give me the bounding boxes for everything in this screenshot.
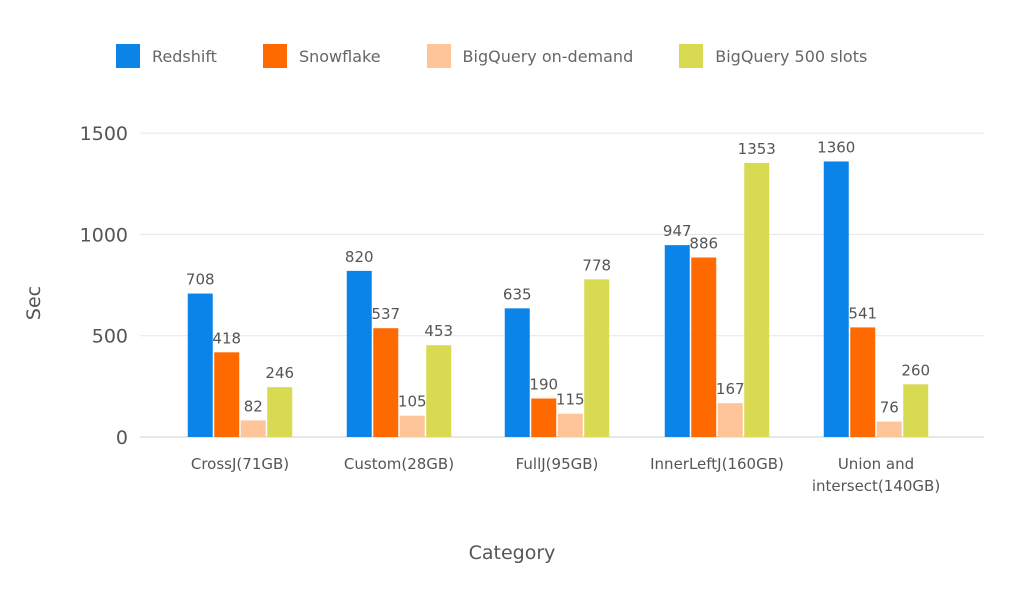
bar-bigquery-on-demand-innerleftj-160gb[interactable] — [717, 403, 743, 437]
y-axis-ticks: 0 500 1000 1500 — [80, 123, 128, 449]
data-label-bigquery-on-demand-innerleftj-160gb: 167 — [716, 380, 745, 398]
legend-swatch-snowflake — [262, 44, 287, 68]
data-label-snowflake-innerleftj-160gb: 886 — [689, 234, 718, 252]
x-axis-ticks: CrossJ(71GB) Custom(28GB) FullJ(95GB) Inner… — [191, 455, 940, 495]
x-tick-label-union-and-intersect-140gb: Union and intersect(140GB) — [812, 455, 940, 495]
legend-item-bigquery-on-demand[interactable]: BigQuery on-demand — [426, 44, 634, 68]
bar-bigquery-on-demand-custom-28gb[interactable] — [399, 415, 425, 437]
data-label-bigquery-500-slots-custom-28gb: 453 — [424, 322, 453, 340]
bars — [187, 161, 929, 438]
legend-item-snowflake[interactable]: Snowflake — [262, 44, 381, 68]
x-tick-label-custom-28gb: Custom(28GB) — [344, 455, 454, 473]
y-axis-label: Sec — [23, 286, 45, 320]
data-label-redshift-crossj-71gb: 708 — [186, 271, 215, 289]
data-label-snowflake-union-and-intersect-140gb: 541 — [848, 304, 877, 322]
data-label-bigquery-500-slots-crossj-71gb: 246 — [265, 364, 294, 382]
legend-label-bigquery-on-demand: BigQuery on-demand — [462, 46, 634, 66]
x-tick-label-innerleftj-160gb: InnerLeftJ(160GB) — [650, 455, 784, 473]
bar-snowflake-custom-28gb[interactable] — [373, 328, 399, 437]
data-label-redshift-union-and-intersect-140gb: 1360 — [817, 138, 855, 156]
bar-redshift-fullj-95gb[interactable] — [504, 308, 530, 437]
legend-item-bigquery-500-slots[interactable]: BigQuery 500 slots — [679, 44, 867, 68]
legend-label-redshift: Redshift — [152, 46, 217, 66]
bar-bigquery-on-demand-crossj-71gb[interactable] — [240, 420, 266, 437]
data-label-snowflake-fullj-95gb: 190 — [529, 376, 558, 394]
bar-bigquery-on-demand-union-and-intersect-140gb[interactable] — [876, 421, 902, 437]
y-tick-label-500: 500 — [92, 326, 128, 348]
bar-bigquery-500-slots-innerleftj-160gb[interactable] — [744, 162, 770, 437]
bar-snowflake-innerleftj-160gb[interactable] — [691, 257, 717, 437]
y-tick-label-1500: 1500 — [80, 123, 128, 145]
data-label-redshift-fullj-95gb: 635 — [503, 285, 532, 303]
data-label-snowflake-crossj-71gb: 418 — [212, 329, 241, 347]
data-label-bigquery-500-slots-fullj-95gb: 778 — [582, 256, 611, 274]
legend: Redshift Snowflake BigQuery on-demand Bi… — [116, 44, 913, 68]
bar-redshift-union-and-intersect-140gb[interactable] — [823, 161, 849, 438]
legend-label-snowflake: Snowflake — [298, 46, 381, 66]
bar-redshift-custom-28gb[interactable] — [346, 270, 372, 437]
data-label-bigquery-500-slots-union-and-intersect-140gb: 260 — [901, 361, 930, 379]
legend-label-bigquery-500-slots: BigQuery 500 slots — [715, 46, 868, 66]
legend-swatch-redshift — [116, 44, 140, 68]
x-tick-label-crossj-71gb: CrossJ(71GB) — [191, 455, 289, 473]
bar-snowflake-union-and-intersect-140gb[interactable] — [850, 327, 876, 437]
legend-swatch-bigquery-on-demand — [426, 44, 451, 68]
data-label-bigquery-on-demand-custom-28gb: 105 — [398, 393, 427, 411]
legend-item-redshift[interactable]: Redshift — [116, 44, 217, 68]
y-tick-label-0: 0 — [116, 427, 128, 449]
bar-bigquery-500-slots-fullj-95gb[interactable] — [584, 279, 610, 437]
data-label-bigquery-on-demand-crossj-71gb: 82 — [244, 397, 263, 415]
data-label-redshift-custom-28gb: 820 — [345, 248, 374, 266]
bar-bigquery-500-slots-custom-28gb[interactable] — [426, 345, 452, 437]
bar-bigquery-500-slots-union-and-intersect-140gb[interactable] — [903, 384, 929, 437]
bar-bigquery-on-demand-fullj-95gb[interactable] — [557, 413, 583, 437]
data-label-bigquery-500-slots-innerleftj-160gb: 1353 — [738, 140, 776, 158]
bar-redshift-crossj-71gb[interactable] — [187, 293, 213, 437]
bar-snowflake-fullj-95gb[interactable] — [531, 398, 557, 437]
bar-bigquery-500-slots-crossj-71gb[interactable] — [267, 387, 293, 437]
bar-snowflake-crossj-71gb[interactable] — [214, 352, 240, 437]
x-tick-label-fullj-95gb: FullJ(95GB) — [516, 455, 599, 473]
y-tick-label-1000: 1000 — [80, 224, 128, 246]
data-label-bigquery-on-demand-union-and-intersect-140gb: 76 — [880, 399, 899, 417]
data-label-redshift-innerleftj-160gb: 947 — [663, 222, 692, 240]
x-axis-label: Category — [469, 542, 556, 564]
data-label-snowflake-custom-28gb: 537 — [371, 305, 400, 323]
bar-redshift-innerleftj-160gb[interactable] — [664, 245, 690, 437]
legend-swatch-bigquery-500-slots — [679, 44, 704, 68]
data-label-bigquery-on-demand-fullj-95gb: 115 — [556, 391, 585, 409]
